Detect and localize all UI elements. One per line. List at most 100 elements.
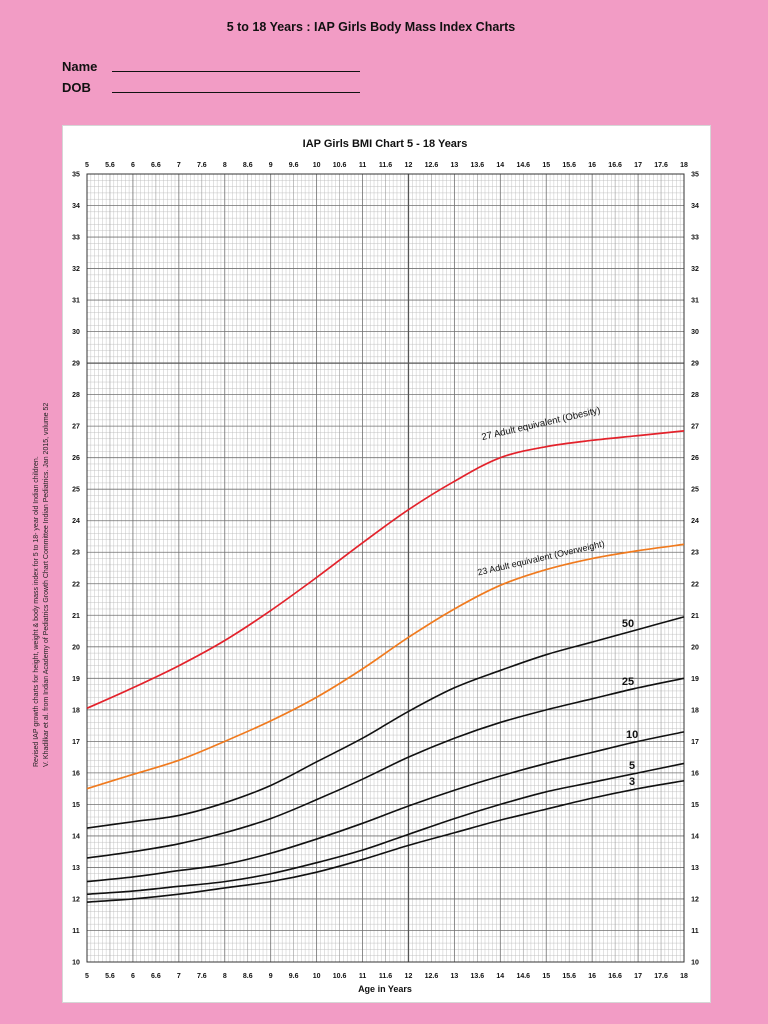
- series-label-p5: 5: [629, 760, 635, 772]
- y-tick-label-left: 21: [72, 613, 80, 620]
- x-tick-label-top: 11.6: [379, 162, 392, 169]
- y-tick-label-left: 22: [72, 581, 80, 588]
- y-tick-label-left: 16: [72, 770, 80, 777]
- x-tick-label-top: 8.6: [243, 162, 253, 169]
- chart-title: IAP Girls BMI Chart 5 - 18 Years: [303, 138, 468, 150]
- y-tick-label-left: 35: [72, 172, 80, 179]
- x-tick-label-top: 14.6: [516, 162, 530, 169]
- x-tick-label-top: 17.6: [654, 162, 668, 169]
- x-tick-label-bottom: 15: [542, 973, 550, 980]
- x-tick-label-bottom: 13: [450, 973, 458, 980]
- x-tick-label-top: 12: [405, 162, 413, 169]
- x-tick-label-top: 9: [269, 162, 273, 169]
- y-tick-label-right: 28: [691, 392, 699, 399]
- y-tick-label-left: 34: [72, 203, 80, 210]
- x-tick-label-bottom: 17: [634, 973, 642, 980]
- y-tick-label-left: 11: [72, 928, 80, 935]
- series-label-p50: 50: [622, 618, 634, 630]
- x-tick-label-top: 7: [177, 162, 181, 169]
- series-line-p3: [86, 779, 685, 903]
- citation-line-1: Revised IAP growth charts for height, we…: [33, 456, 40, 767]
- x-tick-label-bottom: 5.6: [105, 973, 115, 980]
- x-tick-label-bottom: 10.6: [333, 973, 347, 980]
- x-tick-label-bottom: 6.6: [151, 973, 161, 980]
- x-tick-label-bottom: 7.6: [197, 973, 207, 980]
- x-tick-label-bottom: 11: [359, 973, 367, 980]
- dob-label: DOB: [62, 80, 91, 95]
- series-label-obesity: 27 Adult equivalent (Obesity): [481, 405, 602, 443]
- y-tick-label-left: 18: [72, 707, 80, 714]
- x-tick-label-top: 14: [496, 162, 504, 169]
- y-tick-label-right: 35: [691, 172, 699, 179]
- y-tick-label-right: 12: [691, 896, 699, 903]
- y-tick-label-right: 15: [691, 802, 699, 809]
- series-label-p10: 10: [626, 729, 638, 741]
- grid-emphasis-lines: [87, 174, 684, 962]
- y-tick-label-left: 26: [72, 455, 80, 462]
- name-label: Name: [62, 59, 98, 74]
- x-tick-label-top: 6.6: [151, 162, 161, 169]
- x-tick-label-bottom: 18: [680, 973, 688, 980]
- y-tick-label-left: 33: [72, 235, 80, 242]
- series-line-overweight: [86, 543, 685, 790]
- y-tick-label-right: 14: [691, 833, 699, 840]
- y-tick-label-left: 10: [72, 960, 80, 967]
- y-tick-label-right: 34: [691, 203, 699, 210]
- x-tick-label-bottom: 12: [405, 973, 413, 980]
- y-tick-label-left: 19: [72, 676, 80, 683]
- y-tick-label-right: 24: [691, 518, 699, 525]
- y-tick-label-right: 21: [691, 613, 699, 620]
- y-tick-label-left: 24: [72, 518, 80, 525]
- page-title: 5 to 18 Years : IAP Girls Body Mass Inde…: [226, 20, 516, 34]
- bmi-chart: IAP Girls BMI Chart 5 - 18 Years 5 5 5.6 5.…: [72, 138, 699, 994]
- citation-text: Revised IAP growth charts for height, we…: [32, 367, 52, 767]
- x-tick-label-bottom: 13.6: [471, 973, 485, 980]
- x-tick-label-top: 11: [359, 162, 367, 169]
- y-tick-label-left: 17: [72, 739, 80, 746]
- y-tick-label-right: 32: [691, 266, 699, 273]
- x-tick-label-top: 10: [313, 162, 321, 169]
- y-tick-label-right: 10: [691, 960, 699, 967]
- citation-line-2: V. Khadilkar et al. from Indian Academy …: [42, 402, 50, 767]
- series-label-p3: 3: [629, 776, 635, 788]
- y-tick-label-right: 19: [691, 676, 699, 683]
- y-tick-label-left: 13: [72, 865, 80, 872]
- x-tick-label-bottom: 11.6: [379, 973, 392, 980]
- x-tick-label-bottom: 12.6: [425, 973, 439, 980]
- series-line-p50: [86, 616, 685, 829]
- tick-labels: 5 5 5.6 5.6 6 6 6.6 6.6 7 7 7.6 7.6 8 8 8.6 8.6 9 9 9.6 9.6…: [72, 162, 699, 980]
- dob-underline: [112, 92, 360, 93]
- y-tick-label-right: 25: [691, 487, 699, 494]
- series-line-obesity: [86, 430, 685, 710]
- name-underline: [112, 71, 360, 72]
- y-tick-label-left: 28: [72, 392, 80, 399]
- x-tick-label-top: 7.6: [197, 162, 207, 169]
- x-tick-label-bottom: 17.6: [654, 973, 668, 980]
- y-tick-label-right: 22: [691, 581, 699, 588]
- x-tick-label-top: 18: [680, 162, 688, 169]
- x-tick-label-bottom: 16.6: [608, 973, 622, 980]
- chart-panel: IAP Girls BMI Chart 5 - 18 Years 5 5 5.6 5.…: [63, 126, 710, 1002]
- x-tick-label-top: 9.6: [289, 162, 299, 169]
- y-tick-label-right: 26: [691, 455, 699, 462]
- grid: [86, 173, 685, 963]
- y-tick-label-left: 25: [72, 487, 80, 494]
- series-label-p25: 25: [622, 676, 634, 688]
- y-tick-label-right: 27: [691, 424, 699, 431]
- x-tick-label-bottom: 10: [313, 973, 321, 980]
- x-tick-label-top: 15.6: [562, 162, 576, 169]
- x-tick-label-bottom: 6: [131, 973, 135, 980]
- x-tick-label-top: 13.6: [471, 162, 485, 169]
- grid-half-year-lines: [109, 174, 662, 962]
- x-tick-label-top: 5.6: [105, 162, 115, 169]
- y-tick-label-left: 14: [72, 833, 80, 840]
- y-tick-label-left: 27: [72, 424, 80, 431]
- x-tick-label-bottom: 15.6: [562, 973, 576, 980]
- y-tick-label-left: 29: [72, 361, 80, 368]
- x-tick-label-top: 17: [634, 162, 642, 169]
- y-tick-label-right: 18: [691, 707, 699, 714]
- y-tick-label-left: 20: [72, 644, 80, 651]
- x-tick-label-bottom: 9: [269, 973, 273, 980]
- series-line-p25: [86, 677, 685, 859]
- x-tick-label-bottom: 14: [496, 973, 504, 980]
